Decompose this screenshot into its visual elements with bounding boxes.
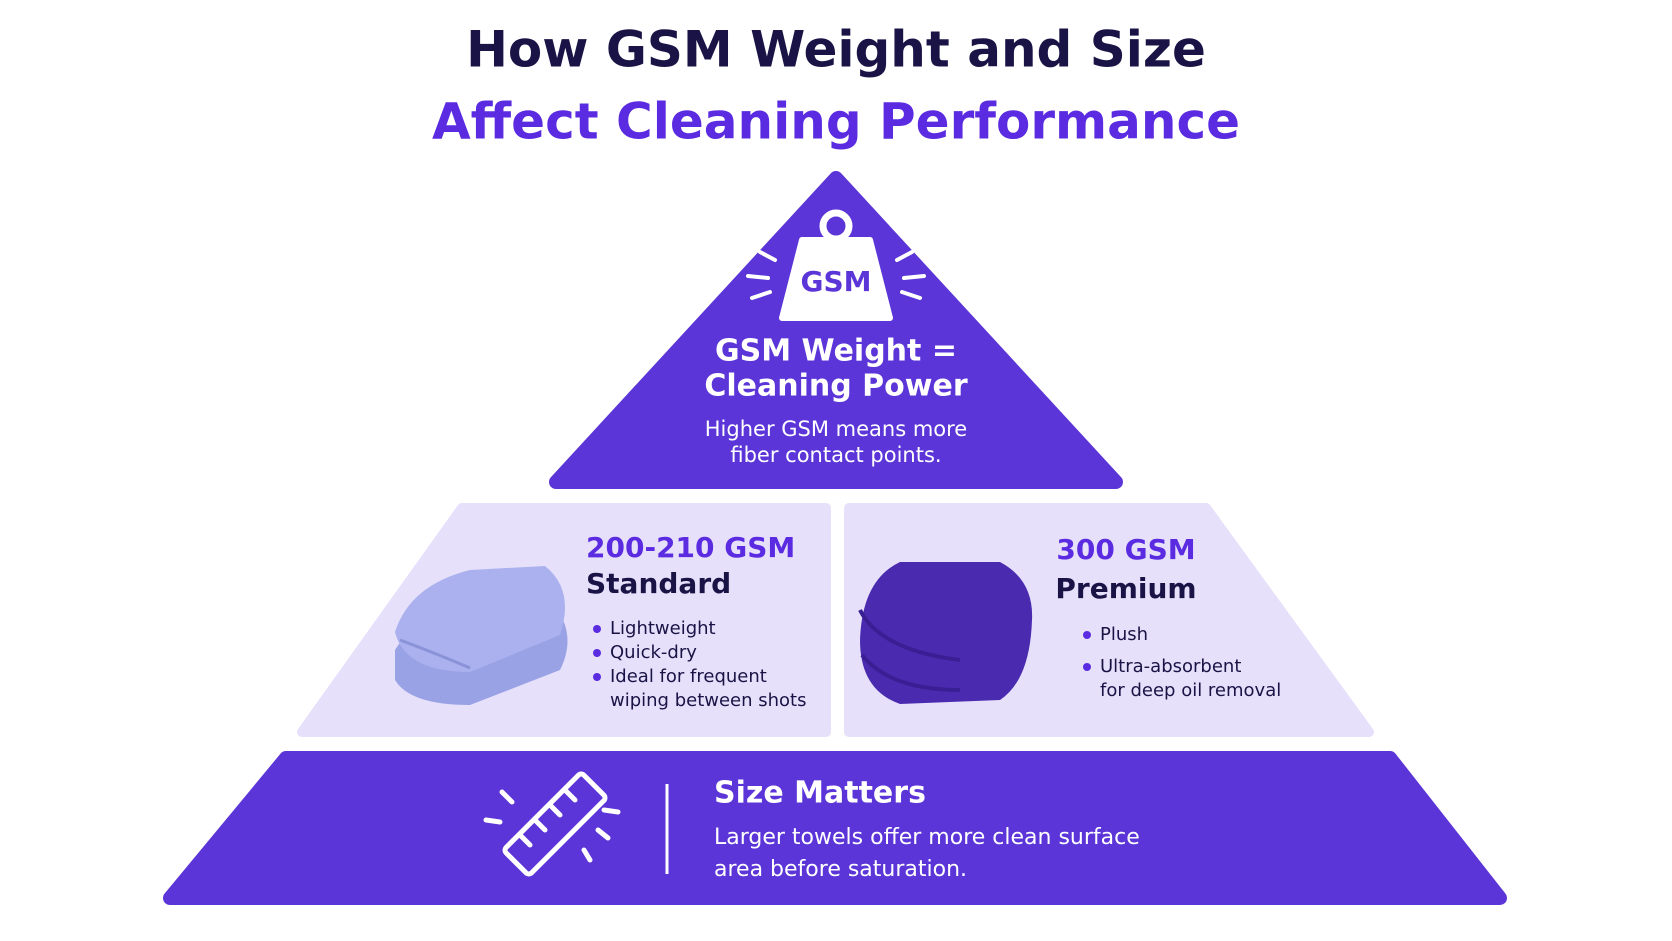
tier-label: Premium [1055, 572, 1196, 605]
towel-dark [858, 562, 1033, 704]
towel-light [395, 566, 568, 705]
top-tier [549, 171, 1123, 489]
bullet-text: for deep oil removal [1100, 680, 1281, 701]
weight-icon: GSM [746, 209, 926, 321]
top-heading: Cleaning Power [704, 369, 967, 404]
ruler-icon [483, 771, 621, 877]
bullet-dot [593, 673, 601, 681]
top-heading: GSM Weight = [715, 334, 957, 369]
bullet-text: Quick-dry [610, 642, 697, 663]
base-body: area before saturation. [714, 857, 967, 882]
bullet-dot [1083, 631, 1091, 639]
top-body: Higher GSM means more [705, 417, 967, 441]
badge-text: GSM [800, 265, 871, 298]
top-body: fiber contact points. [730, 443, 941, 467]
bullet-text: Ideal for frequent [610, 666, 767, 687]
bullet-text: Lightweight [610, 618, 716, 639]
base-heading: Size Matters [714, 776, 926, 811]
bullet-dot [593, 649, 601, 657]
base-body: Larger towels offer more clean surface [714, 825, 1140, 850]
tier-gsm: 200-210 GSM [586, 531, 795, 564]
tier-gsm: 300 GSM [1056, 533, 1195, 566]
bullet-dot [1083, 663, 1091, 671]
title-line: Affect Cleaning Performance [432, 93, 1240, 151]
bullet-dot [593, 625, 601, 633]
tier-label: Standard [586, 567, 731, 600]
bullet-text: wiping between shots [610, 690, 807, 711]
bullet-text: Ultra-absorbent [1100, 656, 1241, 677]
title-line: How GSM Weight and Size [466, 21, 1206, 79]
bullet-text: Plush [1100, 624, 1148, 645]
